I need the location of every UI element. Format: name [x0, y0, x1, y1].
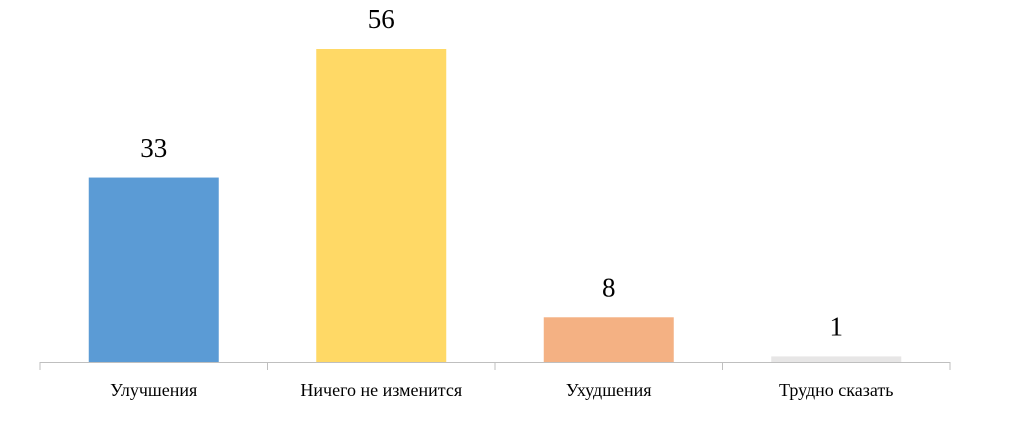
x-tick-label: Трудно сказать	[779, 380, 893, 400]
value-label: 56	[368, 4, 395, 34]
value-label: 1	[830, 312, 844, 342]
value-label: 33	[140, 133, 167, 163]
x-tick-label: Улучшения	[110, 380, 197, 400]
value-label: 8	[602, 272, 616, 302]
bar	[543, 317, 674, 362]
x-tick-label: Ничего не изменится	[300, 380, 462, 400]
bar	[316, 49, 447, 362]
bar	[88, 177, 219, 362]
bar	[771, 356, 902, 362]
x-tick-label: Ухудшения	[566, 380, 652, 400]
